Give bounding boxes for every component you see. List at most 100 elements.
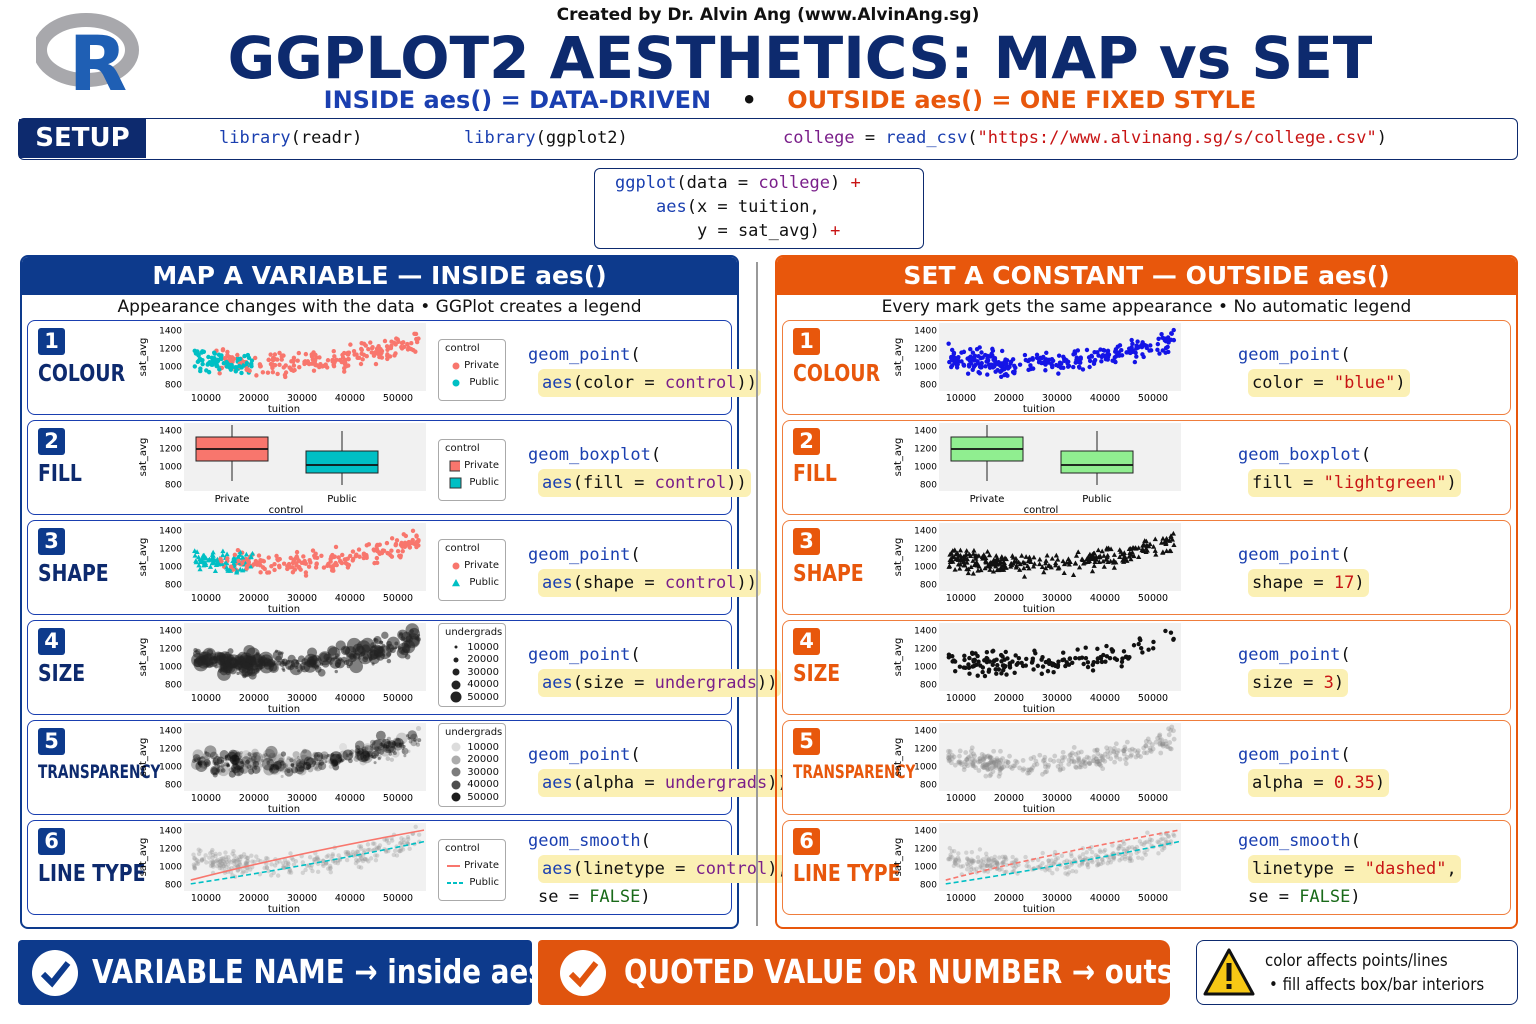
point: [948, 550, 954, 556]
point: [196, 352, 201, 357]
point: [1025, 770, 1031, 776]
point: [977, 756, 983, 762]
point: [315, 856, 321, 862]
point: [321, 863, 326, 869]
point: [224, 755, 228, 759]
point: [983, 773, 989, 779]
legend-label: Private: [464, 560, 499, 571]
point: [254, 854, 259, 859]
code-token: +: [850, 173, 861, 193]
point: [220, 348, 226, 353]
point: [377, 745, 381, 749]
point: [1100, 558, 1106, 564]
point: [202, 751, 212, 761]
point: [1152, 548, 1158, 553]
point: [370, 841, 376, 846]
x-tick-label: 10000: [946, 693, 976, 704]
legend-label: 20000: [467, 754, 499, 766]
point: [350, 849, 356, 855]
point: [973, 556, 979, 561]
point: [1011, 763, 1017, 769]
point: [280, 774, 284, 778]
point: [286, 561, 292, 567]
row-number: 2: [793, 428, 820, 455]
x-tick-label: 50000: [1138, 693, 1168, 704]
point: [312, 665, 316, 669]
point: [1077, 855, 1083, 861]
point: [969, 857, 974, 862]
point: [343, 750, 348, 755]
y-tick-label: 1400: [914, 727, 937, 737]
y-tick-label: 800: [920, 481, 937, 491]
point: [373, 858, 379, 863]
point: [242, 353, 247, 359]
code-token: geom_point: [528, 344, 631, 365]
point: [985, 767, 991, 773]
legend-key: [453, 657, 459, 663]
point: [1010, 854, 1015, 860]
point: [1078, 360, 1083, 365]
point: [389, 343, 394, 349]
legend-item: Public: [445, 374, 499, 391]
point: [406, 837, 411, 842]
point: [231, 858, 236, 863]
point: [236, 558, 241, 564]
point: [978, 663, 983, 668]
point: [412, 331, 417, 336]
x-axis-label: tuition: [1023, 404, 1055, 415]
point: [993, 763, 999, 769]
point: [1120, 748, 1126, 753]
point: [1056, 564, 1062, 570]
legend-label: Public: [469, 877, 499, 888]
y-axis-label: sat_avg: [138, 338, 149, 377]
point: [218, 858, 223, 864]
point: [1104, 654, 1110, 659]
point: [384, 838, 389, 843]
point: [333, 860, 338, 865]
point: [1087, 760, 1092, 766]
point: [370, 739, 376, 746]
point: [197, 566, 203, 572]
code-line: geom_point(: [528, 541, 641, 569]
code-line: aes(color = control)): [538, 368, 761, 397]
point: [270, 362, 276, 367]
point: [1096, 861, 1101, 867]
point: [1060, 766, 1066, 772]
point: [231, 754, 239, 762]
point: [969, 849, 975, 855]
point: [201, 349, 207, 354]
point: [239, 750, 243, 755]
point: [972, 759, 977, 765]
point: [1076, 564, 1083, 570]
point: [960, 559, 966, 565]
code-token: (: [630, 344, 641, 365]
point: [965, 570, 971, 576]
point: [1026, 367, 1031, 373]
point: [301, 554, 306, 559]
point: [250, 765, 254, 769]
row-number: 3: [38, 528, 65, 555]
y-tick-label: 800: [165, 881, 182, 891]
point: [356, 547, 362, 552]
point: [386, 848, 391, 854]
point: [1082, 764, 1088, 769]
point: [983, 555, 989, 561]
point: [349, 749, 355, 755]
point: [999, 671, 1004, 676]
point: [1014, 662, 1019, 667]
point: [1117, 858, 1122, 863]
point: [997, 867, 1002, 873]
point: [1092, 556, 1099, 562]
legend-label: 50000: [467, 791, 499, 803]
row-label: SIZE: [38, 661, 86, 687]
point: [1121, 649, 1127, 654]
row-card: 4 SIZE sat_avg 1400 1200 1000 800 10000 20000 300…: [27, 620, 782, 715]
point: [389, 757, 395, 762]
point: [394, 641, 399, 646]
point: [974, 866, 979, 871]
point: [1155, 839, 1160, 844]
point: [1119, 856, 1124, 861]
legend-label: Private: [464, 460, 499, 471]
point: [1069, 755, 1075, 761]
point: [389, 536, 395, 541]
